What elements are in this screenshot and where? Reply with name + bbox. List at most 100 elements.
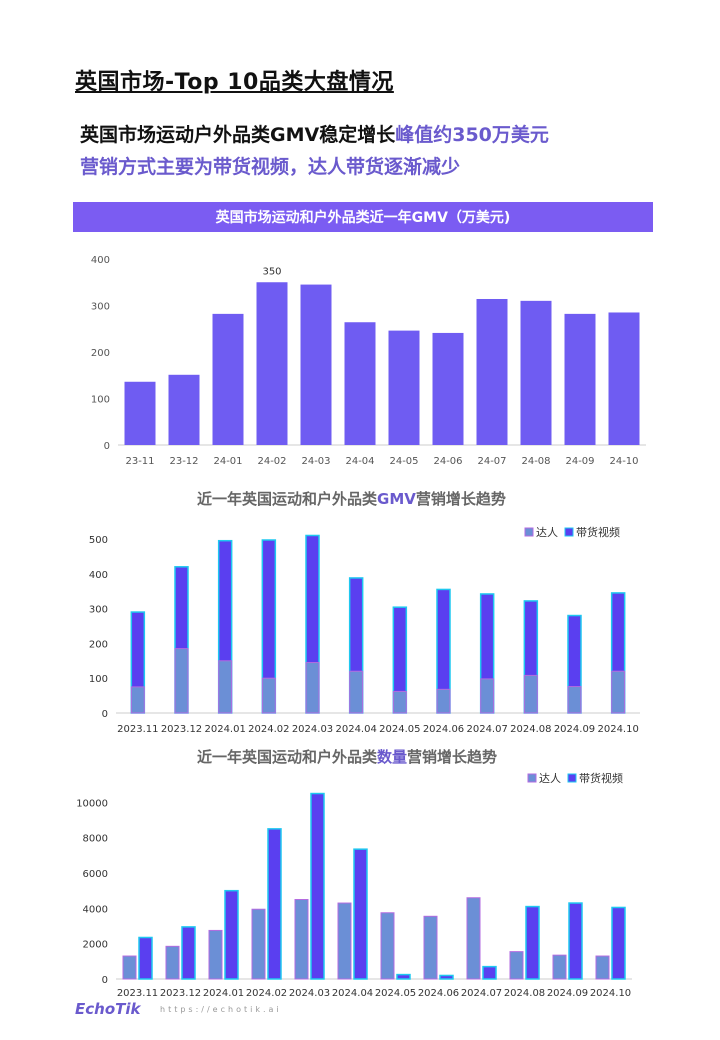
- chart3-creator-bar: [165, 945, 180, 980]
- chart2-creator-bar: [349, 670, 364, 714]
- chart3-creator-bar: [466, 897, 481, 980]
- chart2-ytick-label: 400: [89, 570, 108, 581]
- chart3-creator-bar: [208, 929, 223, 980]
- chart2-ytick-label: 100: [89, 674, 108, 685]
- chart1-xtick-label: 24-07: [477, 456, 506, 467]
- chart2-xtick-label: 2023.12: [161, 724, 202, 735]
- chart2-video-bar: [261, 539, 277, 714]
- chart1-xtick-label: 23-12: [169, 456, 198, 467]
- chart3-xtick-label: 2024.01: [203, 988, 244, 999]
- chart3-xtick-label: 2024.02: [246, 988, 287, 999]
- chart1-ytick-label: 200: [91, 348, 110, 359]
- chart1-bar: [564, 313, 596, 445]
- chart2-creator-bar: [523, 674, 538, 714]
- chart3-video-bar: [353, 848, 368, 980]
- chart2-creator-bar: [174, 648, 189, 714]
- chart2-creator-bar: [305, 662, 320, 714]
- chart2-xtick-label: 2024.05: [379, 724, 420, 735]
- chart2-video-bar: [610, 592, 626, 714]
- chart2-xtick-label: 2024.08: [510, 724, 551, 735]
- chart2-video-bar: [130, 611, 146, 714]
- chart1-bar: [344, 322, 376, 445]
- chart1-ytick-label: 100: [91, 395, 110, 406]
- chart2-xtick-label: 2024.07: [466, 724, 507, 735]
- chart2-video-bar: [436, 588, 451, 714]
- chart2-creator-bar: [611, 670, 626, 714]
- chart2-ytick-label: 0: [102, 709, 108, 720]
- page-title: 英国市场-Top 10品类大盘情况: [75, 70, 394, 95]
- chart3-video-bar: [310, 792, 325, 980]
- chart2-creator-bar: [392, 690, 407, 714]
- chart1-bar: [256, 282, 288, 445]
- chart1-xtick-label: 24-09: [565, 456, 594, 467]
- chart3-legend-label: 达人: [539, 772, 561, 785]
- chart3-creator-bar: [122, 955, 137, 980]
- chart3-xtick-label: 2024.04: [332, 988, 373, 999]
- chart3-video-bar: [138, 936, 153, 980]
- chart2-ytick-label: 300: [89, 605, 108, 616]
- chart1-bar: [300, 284, 332, 445]
- chart2-creator-bar: [567, 686, 582, 714]
- headline-gmv-text: 英国市场运动户外品类GMV稳定增长: [80, 124, 396, 146]
- chart3-video-bar: [439, 974, 454, 980]
- chart3-title-pre: 近一年英国运动和户外品类: [197, 748, 378, 766]
- chart3-ytick-label: 6000: [83, 869, 108, 880]
- chart2-xtick-label: 2024.09: [554, 724, 595, 735]
- chart2-title-post: 营销增长趋势: [415, 490, 506, 508]
- chart2-legend-swatch: [524, 527, 534, 537]
- chart2-creator-bar: [218, 660, 233, 714]
- chart2-video-bar: [348, 577, 364, 714]
- chart2-video-bar: [479, 593, 495, 714]
- chart3-creator-bar: [595, 955, 610, 980]
- chart3-video-bar: [224, 889, 239, 980]
- headline-marketing: 营销方式主要为带货视频，达人带货逐渐减少: [80, 156, 461, 178]
- chart3-xtick-label: 2024.05: [375, 988, 416, 999]
- chart2-xtick-label: 2024.10: [597, 724, 638, 735]
- chart3-video-bar: [611, 906, 626, 980]
- chart1-xtick-label: 24-08: [521, 456, 550, 467]
- chart3-xtick-label: 2024.09: [547, 988, 588, 999]
- chart2-title: 近一年英国运动和户外品类GMV营销增长趋势: [197, 488, 506, 509]
- chart2-creator-bar: [436, 688, 451, 714]
- chart2-xtick-label: 2023.11: [117, 724, 158, 735]
- chart1-xtick-label: 24-05: [389, 456, 418, 467]
- chart2-ytick-label: 500: [89, 535, 108, 546]
- chart1-bar: [124, 381, 156, 445]
- chart2-xtick-label: 2024.06: [423, 724, 464, 735]
- chart3-xtick-label: 2024.06: [418, 988, 459, 999]
- chart3-creator-bar: [552, 954, 567, 980]
- chart3-title-post: 营销增长趋势: [407, 748, 498, 766]
- chart2-creator-bar: [480, 678, 495, 714]
- chart1-bar: [476, 298, 508, 445]
- chart2-video-bar: [567, 614, 582, 714]
- chart2-ytick-label: 200: [89, 639, 108, 650]
- chart3-video-bar: [525, 905, 540, 980]
- chart3-video-bar: [482, 965, 497, 980]
- chart2-creator-bar: [130, 686, 145, 714]
- chart1-data-label: 350: [262, 266, 281, 277]
- chart3-ytick-label: 2000: [83, 940, 108, 951]
- chart3-video-bar: [267, 828, 282, 980]
- chart2-xtick-label: 2024.03: [292, 724, 333, 735]
- chart3-creator-bar: [294, 899, 309, 980]
- chart2-xtick-label: 2024.01: [204, 724, 245, 735]
- chart1-xtick-label: 24-03: [301, 456, 330, 467]
- chart1-bar: [520, 300, 552, 445]
- chart1-xtick-label: 24-02: [257, 456, 286, 467]
- chart2-video-bar: [174, 566, 189, 714]
- chart1-ytick-label: 0: [104, 441, 110, 452]
- chart2-video-bar: [305, 534, 320, 714]
- chart3-video-bar: [181, 926, 196, 980]
- chart2-video-bar: [392, 606, 408, 714]
- chart3-xtick-label: 2024.07: [461, 988, 502, 999]
- chart2-legend-swatch: [564, 527, 574, 537]
- chart1-bar: [212, 313, 244, 445]
- chart3-xtick-label: 2023.11: [117, 988, 158, 999]
- chart1-xtick-label: 24-10: [609, 456, 638, 467]
- chart3-creator-bar: [251, 908, 266, 980]
- chart3-xtick-label: 2024.08: [504, 988, 545, 999]
- chart3-creator-bar: [337, 902, 352, 980]
- chart3-creator-bar: [423, 915, 438, 980]
- chart1-ytick-label: 400: [91, 255, 110, 266]
- chart3-xtick-label: 2024.03: [289, 988, 330, 999]
